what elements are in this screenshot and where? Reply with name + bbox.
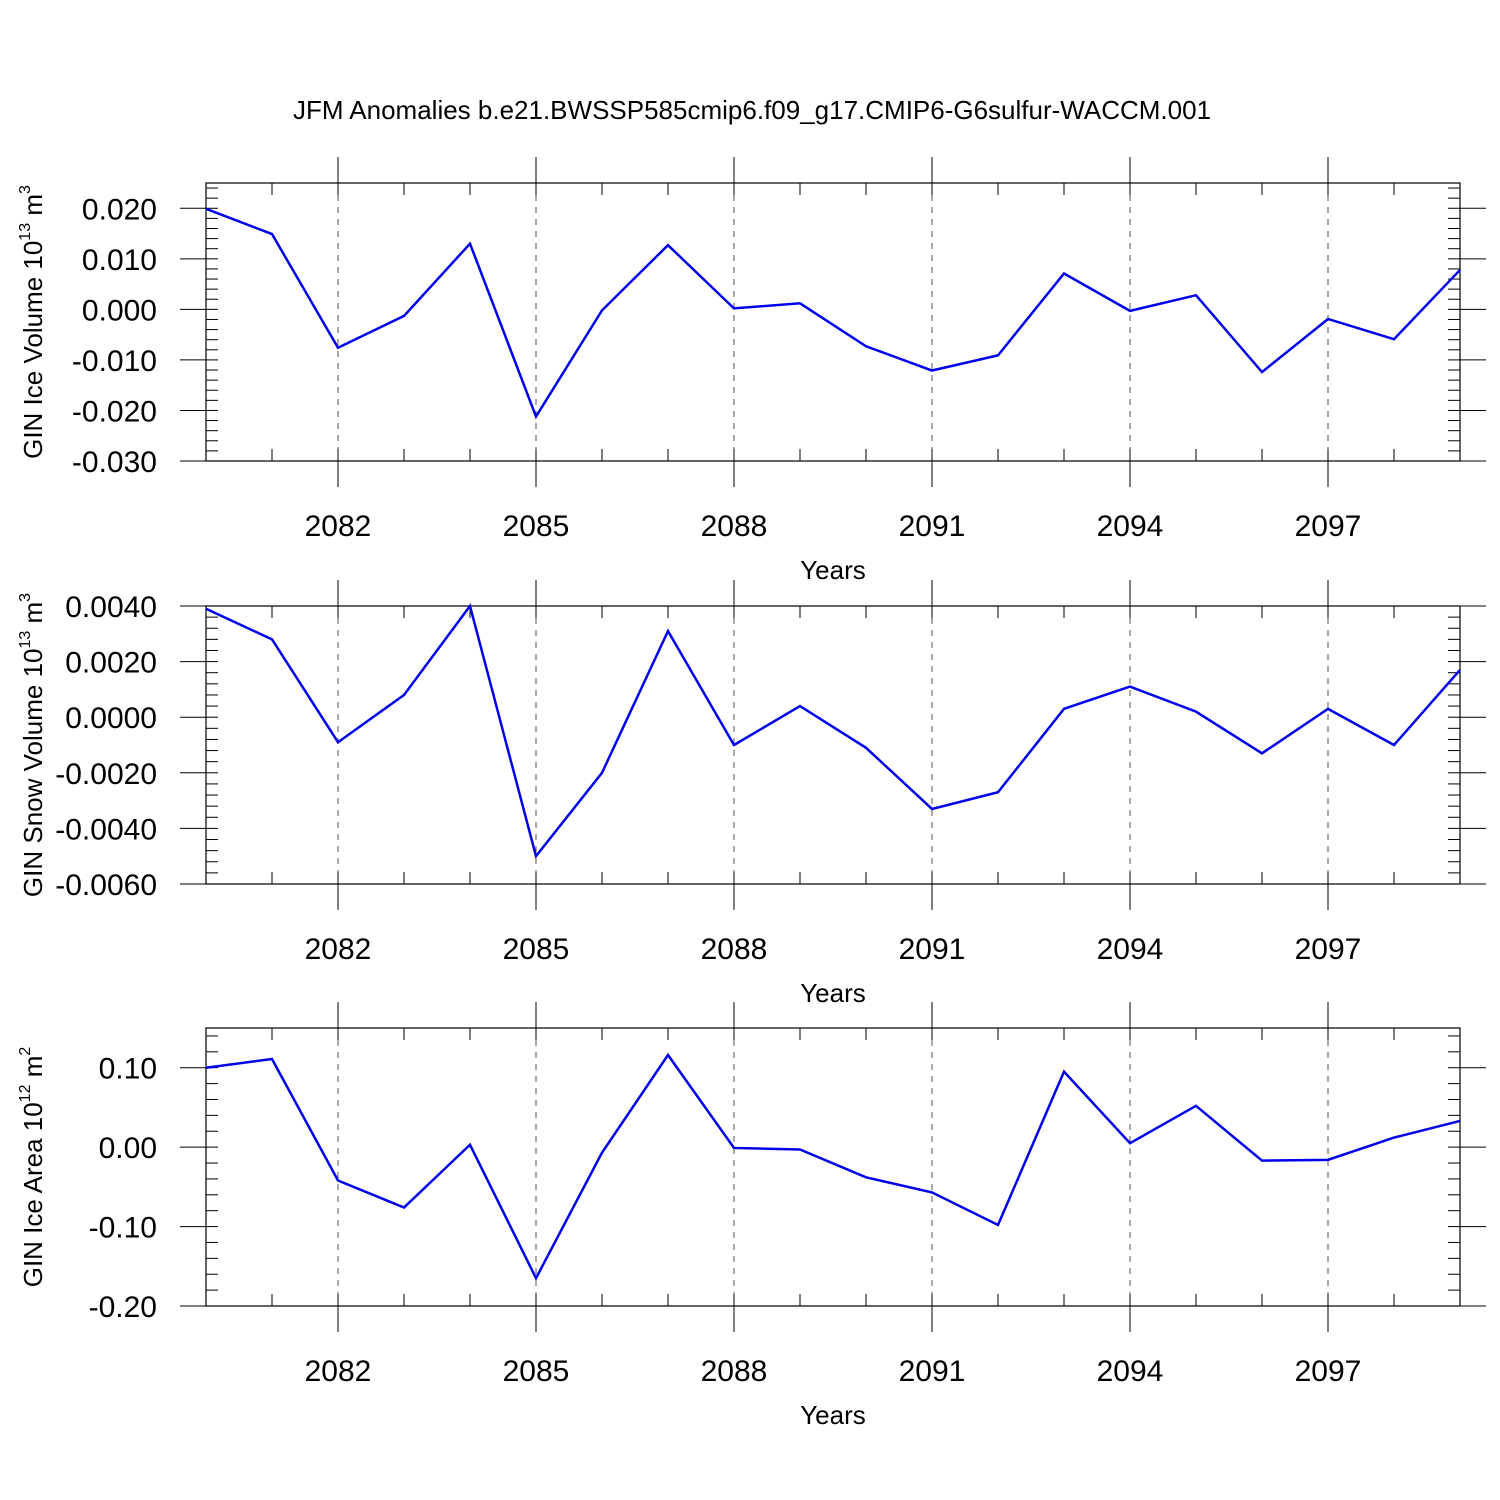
y-tick-label: -0.010 — [72, 345, 157, 378]
panel-2: 2082 2085 2088 2091 2094 2097 0.0040 0.0020 0.00… — [17, 580, 1486, 1008]
x-tick-label: 2091 — [899, 1355, 966, 1388]
y-axis-label-text: GIN Ice Volume 10 — [18, 241, 48, 459]
y-tick-label: -0.10 — [89, 1212, 157, 1245]
y-tick-label: 0.10 — [99, 1053, 157, 1086]
y-tick-label: 0.020 — [82, 193, 157, 226]
x-tick-label: 2097 — [1295, 933, 1362, 966]
y-axis-label: GIN Ice Volume 1013 m3 — [17, 185, 48, 459]
x-tick-label: 2088 — [701, 510, 768, 543]
y-axis-label-text: m — [18, 1056, 48, 1085]
x-axis-label: Years — [800, 978, 866, 1008]
x-tick-label: 2094 — [1097, 933, 1164, 966]
x-tick-label: 2085 — [503, 1355, 570, 1388]
y-axis-label-text: m — [18, 602, 48, 631]
y-axis-label-exponent: 12 — [17, 1084, 34, 1102]
x-tick-label: 2085 — [503, 933, 570, 966]
y-tick-label: 0.00 — [99, 1132, 157, 1165]
y-axis-label-exponent: 3 — [17, 185, 34, 194]
x-tick-label: 2082 — [305, 510, 372, 543]
y-axis-label-text: GIN Ice Area 10 — [18, 1102, 48, 1287]
y-axis-label-exponent: 3 — [17, 593, 34, 602]
x-tick-label: 2094 — [1097, 1355, 1164, 1388]
y-axis-label-text: m — [18, 194, 48, 223]
series-line — [205, 1052, 1461, 1281]
plot-frame — [205, 182, 1461, 462]
y-tick-label: 0.0040 — [65, 591, 157, 624]
x-tick-label: 2082 — [305, 933, 372, 966]
y-tick-label: -0.030 — [72, 446, 157, 479]
y-tick-label: -0.0060 — [55, 869, 157, 902]
x-tick-label: 2085 — [503, 510, 570, 543]
y-axis-label-exponent: 2 — [17, 1047, 34, 1056]
series-line — [205, 603, 1461, 859]
y-tick-label: 0.0020 — [65, 647, 157, 680]
y-tick-label: -0.20 — [89, 1291, 157, 1324]
panel-1: 2082 2085 2088 2091 2094 2097 0.020 0.010 0.000 -… — [17, 157, 1486, 585]
x-axis-label: Years — [800, 1400, 866, 1430]
y-tick-label: 0.000 — [82, 294, 157, 327]
y-tick-label: -0.0020 — [55, 758, 157, 791]
x-tick-label: 2097 — [1295, 510, 1362, 543]
panel-3: 2082 2085 2088 2091 2094 2097 0.10 0.00 -0.10 -0.… — [17, 1002, 1486, 1430]
y-tick-label: 0.0000 — [65, 702, 157, 735]
x-tick-label: 2094 — [1097, 510, 1164, 543]
y-axis-label: GIN Ice Area 1012 m2 — [17, 1047, 48, 1288]
y-tick-label: -0.0040 — [55, 813, 157, 846]
plot-frame — [205, 1027, 1461, 1307]
y-axis-label-exponent: 13 — [17, 223, 34, 241]
x-axis-label: Years — [800, 555, 866, 585]
y-tick-label: -0.020 — [72, 395, 157, 428]
x-tick-label: 2088 — [701, 1355, 768, 1388]
series-line — [205, 207, 1461, 420]
figure-title: JFM Anomalies b.e21.BWSSP585cmip6.f09_g1… — [293, 95, 1211, 125]
y-axis-label: GIN Snow Volume 1013 m3 — [17, 593, 48, 897]
y-axis-label-exponent: 13 — [17, 631, 34, 649]
y-axis-label-text: GIN Snow Volume 10 — [18, 649, 48, 898]
y-tick-label: 0.010 — [82, 244, 157, 277]
x-tick-label: 2091 — [899, 933, 966, 966]
plot-frame — [205, 605, 1461, 885]
x-tick-label: 2088 — [701, 933, 768, 966]
x-tick-label: 2097 — [1295, 1355, 1362, 1388]
x-tick-label: 2091 — [899, 510, 966, 543]
x-tick-label: 2082 — [305, 1355, 372, 1388]
